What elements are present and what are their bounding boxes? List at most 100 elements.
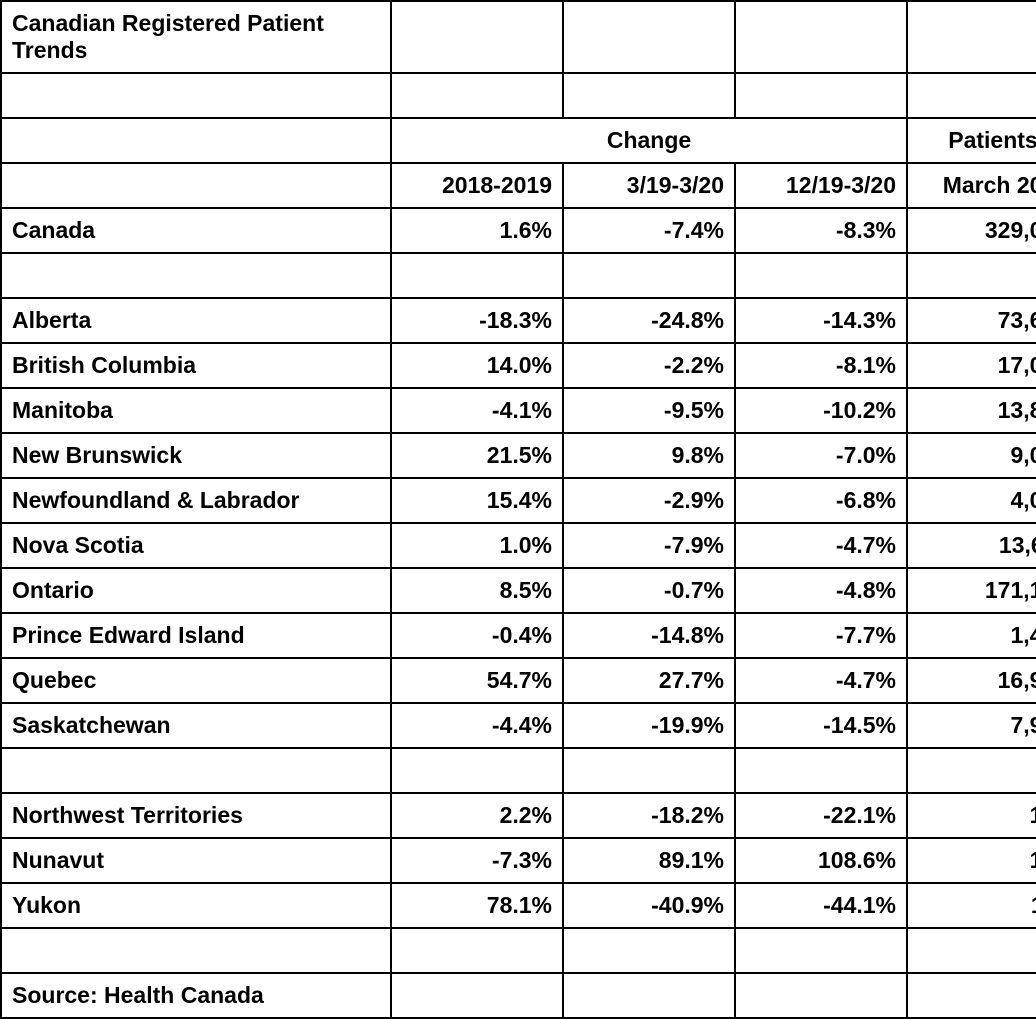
empty-cell [563, 928, 735, 973]
cell: 13,611 [907, 523, 1036, 568]
cell: 1.6% [391, 208, 563, 253]
col-header-4: March 2020 [907, 163, 1036, 208]
group-header-change: Change [391, 118, 907, 163]
cell: 4,052 [907, 478, 1036, 523]
empty-cell [735, 748, 907, 793]
cell: 89.1% [563, 838, 735, 883]
cell: -14.5% [735, 703, 907, 748]
table-row: Northwest Territories 2.2% -18.2% -22.1%… [1, 793, 1036, 838]
empty-cell [907, 928, 1036, 973]
empty-cell [907, 253, 1036, 298]
row-label: Manitoba [1, 388, 391, 433]
cell: -9.5% [563, 388, 735, 433]
patient-trends-table: Canadian Registered Patient Trends Chang… [0, 0, 1036, 1019]
row-label: Nunavut [1, 838, 391, 883]
cell: -7.0% [735, 433, 907, 478]
col-header-3: 12/19-3/20 [735, 163, 907, 208]
empty-cell [735, 73, 907, 118]
empty-cell [1, 163, 391, 208]
table-row: Prince Edward Island -0.4% -14.8% -7.7% … [1, 613, 1036, 658]
table-row: Canada 1.6% -7.4% -8.3% 329,038 [1, 208, 1036, 253]
cell: -7.9% [563, 523, 735, 568]
cell: 8.5% [391, 568, 563, 613]
table-row: British Columbia 14.0% -2.2% -8.1% 17,05… [1, 343, 1036, 388]
empty-cell [735, 253, 907, 298]
cell: -2.9% [563, 478, 735, 523]
empty-cell [735, 1, 907, 73]
row-label: Saskatchewan [1, 703, 391, 748]
empty-cell [563, 973, 735, 1018]
empty-cell [907, 1, 1036, 73]
empty-cell [563, 1, 735, 73]
table-row: Saskatchewan -4.4% -19.9% -14.5% 7,986 [1, 703, 1036, 748]
cell: 17,053 [907, 343, 1036, 388]
cell: -4.8% [735, 568, 907, 613]
cell: -7.4% [563, 208, 735, 253]
row-label: Newfoundland & Labrador [1, 478, 391, 523]
cell: 14.0% [391, 343, 563, 388]
row-label: Northwest Territories [1, 793, 391, 838]
table-title: Canadian Registered Patient Trends [1, 1, 391, 73]
cell: 121 [907, 838, 1036, 883]
cell: 108.6% [735, 838, 907, 883]
cell: -6.8% [735, 478, 907, 523]
row-label: Quebec [1, 658, 391, 703]
empty-cell [1, 118, 391, 163]
group-header-patients: Patients [907, 118, 1036, 163]
cell: -14.3% [735, 298, 907, 343]
empty-cell [1, 748, 391, 793]
cell: -7.3% [391, 838, 563, 883]
cell: 54.7% [391, 658, 563, 703]
cell: 1,439 [907, 613, 1036, 658]
cell: -8.1% [735, 343, 907, 388]
cell: -44.1% [735, 883, 907, 928]
empty-cell [1, 928, 391, 973]
cell: 27.7% [563, 658, 735, 703]
cell: 9.8% [563, 433, 735, 478]
cell: -4.7% [735, 658, 907, 703]
cell: 329,038 [907, 208, 1036, 253]
row-label: Ontario [1, 568, 391, 613]
table-row: Nova Scotia 1.0% -7.9% -4.7% 13,611 [1, 523, 1036, 568]
empty-cell [735, 928, 907, 973]
cell: -4.1% [391, 388, 563, 433]
row-label: Alberta [1, 298, 391, 343]
empty-cell [391, 73, 563, 118]
row-label: Canada [1, 208, 391, 253]
table-row: New Brunswick 21.5% 9.8% -7.0% 9,018 [1, 433, 1036, 478]
row-label: British Columbia [1, 343, 391, 388]
cell: -4.4% [391, 703, 563, 748]
cell: 13,855 [907, 388, 1036, 433]
cell: -0.4% [391, 613, 563, 658]
cell: -24.8% [563, 298, 735, 343]
cell: -14.8% [563, 613, 735, 658]
cell: 115 [907, 883, 1036, 928]
cell: 9,018 [907, 433, 1036, 478]
cell: -18.3% [391, 298, 563, 343]
cell: 16,904 [907, 658, 1036, 703]
cell: -8.3% [735, 208, 907, 253]
empty-cell [1, 253, 391, 298]
table-row: Ontario 8.5% -0.7% -4.8% 171,107 [1, 568, 1036, 613]
cell: 7,986 [907, 703, 1036, 748]
table-row: Quebec 54.7% 27.7% -4.7% 16,904 [1, 658, 1036, 703]
empty-cell [391, 253, 563, 298]
row-label: New Brunswick [1, 433, 391, 478]
cell: -4.7% [735, 523, 907, 568]
cell: 1.0% [391, 523, 563, 568]
cell: 2.2% [391, 793, 563, 838]
cell: -22.1% [735, 793, 907, 838]
empty-cell [907, 73, 1036, 118]
empty-cell [1, 73, 391, 118]
col-header-1: 2018-2019 [391, 163, 563, 208]
cell: -7.7% [735, 613, 907, 658]
row-label: Yukon [1, 883, 391, 928]
table-row: Yukon 78.1% -40.9% -44.1% 115 [1, 883, 1036, 928]
row-label: Nova Scotia [1, 523, 391, 568]
table-row: Nunavut -7.3% 89.1% 108.6% 121 [1, 838, 1036, 883]
empty-cell [391, 748, 563, 793]
cell: -2.2% [563, 343, 735, 388]
empty-cell [907, 748, 1036, 793]
empty-cell [563, 253, 735, 298]
cell: 15.4% [391, 478, 563, 523]
